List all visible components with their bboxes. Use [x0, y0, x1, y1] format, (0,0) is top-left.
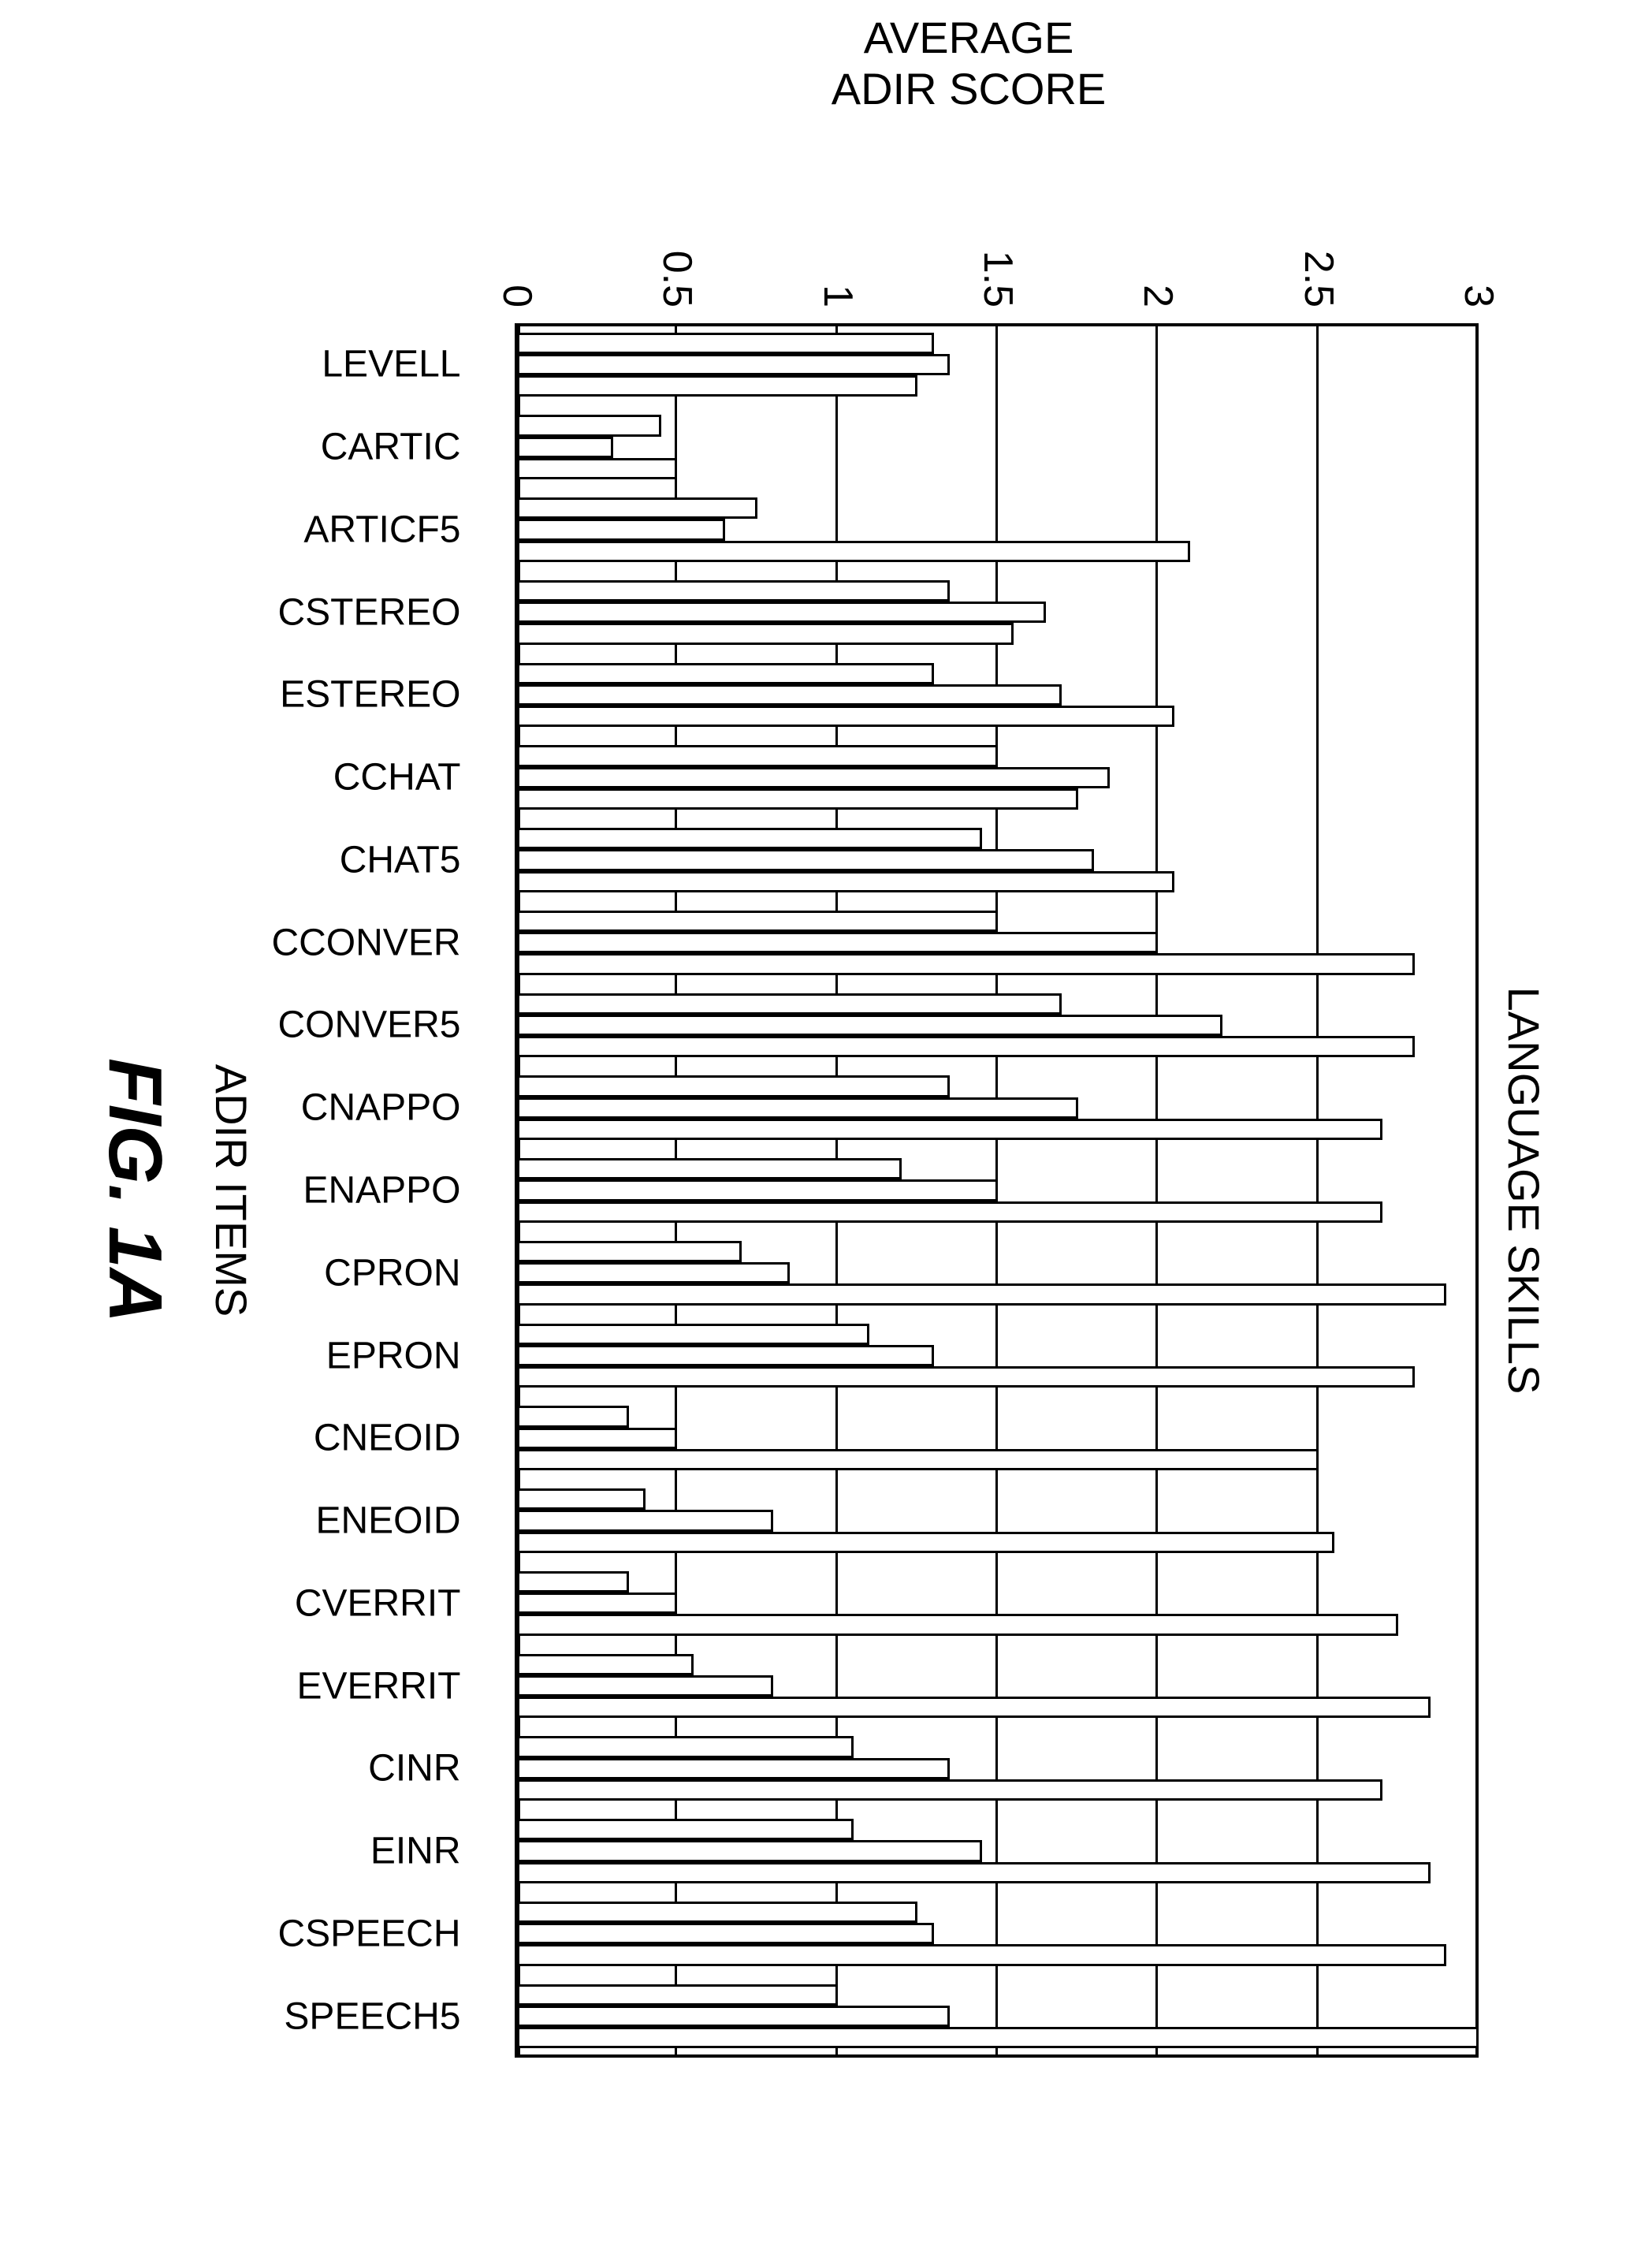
bar — [517, 1075, 950, 1097]
bar — [517, 354, 950, 375]
bar — [517, 1614, 1398, 1635]
bar — [517, 1923, 934, 1944]
bar — [517, 415, 661, 436]
bar — [517, 1366, 1415, 1388]
bar — [517, 2006, 950, 2027]
y-tick-label: 2.5 — [1295, 205, 1342, 307]
bar — [517, 911, 998, 932]
bar — [517, 684, 1062, 706]
category-label: EPRON — [225, 1334, 461, 1377]
category-label: CCHAT — [225, 756, 461, 799]
bar — [517, 580, 950, 602]
bar — [517, 497, 757, 519]
category-label: ENAPPO — [225, 1169, 461, 1213]
figure-label: FIG. 1A — [91, 323, 178, 2058]
y-tick-label: 1 — [814, 205, 861, 307]
y-tick-label: 1.5 — [974, 205, 1021, 307]
bar — [517, 1179, 998, 1201]
bar — [517, 1819, 854, 1840]
bar — [517, 1097, 1078, 1119]
bar — [517, 1944, 1446, 1965]
category-label: CPRON — [225, 1251, 461, 1294]
bar — [517, 333, 934, 354]
bar — [517, 1283, 1446, 1305]
bar — [517, 1158, 902, 1179]
bar — [517, 953, 1415, 974]
bar — [517, 849, 1094, 870]
bar — [517, 437, 613, 458]
bar — [517, 1779, 1382, 1801]
category-label: LEVELL — [225, 343, 461, 386]
category-label: ARTICF5 — [225, 508, 461, 551]
bar — [517, 1201, 1382, 1223]
y-tick-label: 2 — [1134, 205, 1181, 307]
bar — [517, 767, 1110, 788]
bar — [517, 1593, 677, 1614]
bar — [517, 706, 1174, 727]
bar — [517, 623, 1014, 644]
y-tick-label: 0.5 — [653, 205, 701, 307]
bar — [517, 1119, 1382, 1140]
plot-area — [517, 323, 1479, 2058]
category-label: CNEOID — [225, 1417, 461, 1460]
y-tick-label: 3 — [1455, 205, 1502, 307]
bar — [517, 1675, 773, 1697]
bar — [517, 745, 998, 766]
bar — [517, 519, 725, 540]
bar — [517, 1345, 934, 1366]
bar — [517, 375, 917, 397]
rotated-canvas: LANGUAGE SKILLS AVERAGE ADIR SCORE ADIR … — [0, 0, 1652, 2250]
bar — [517, 663, 934, 684]
category-label: CVERRIT — [225, 1581, 461, 1625]
bar — [517, 1449, 1319, 1470]
page: LANGUAGE SKILLS AVERAGE ADIR SCORE ADIR … — [0, 0, 1652, 2250]
category-label: CHAT5 — [225, 838, 461, 881]
category-label: CONVER5 — [225, 1004, 461, 1047]
bar — [517, 1902, 917, 1923]
bar — [517, 1654, 694, 1675]
bar — [517, 1697, 1431, 1718]
category-label: ESTEREO — [225, 673, 461, 717]
bar — [517, 1840, 982, 1861]
bar — [517, 1532, 1334, 1553]
bar — [517, 458, 677, 479]
bar — [517, 1428, 677, 1449]
bars-container — [517, 323, 1479, 2058]
bar — [517, 1036, 1415, 1057]
bar — [517, 1758, 950, 1779]
category-label: ENEOID — [225, 1499, 461, 1543]
category-label: CSTEREO — [225, 590, 461, 634]
category-label: CINR — [225, 1747, 461, 1790]
bar — [517, 1984, 838, 2006]
bar — [517, 1571, 629, 1593]
bar — [517, 1510, 773, 1531]
bar — [517, 1262, 790, 1283]
category-label: EVERRIT — [225, 1664, 461, 1708]
category-label: SPEECH5 — [225, 1995, 461, 2038]
chart-title: LANGUAGE SKILLS — [1498, 323, 1550, 2058]
bar — [517, 828, 982, 849]
bar — [517, 1736, 854, 1757]
bar — [517, 1324, 869, 1345]
bar — [517, 871, 1174, 892]
bar — [517, 1488, 646, 1510]
bar — [517, 2027, 1479, 2048]
category-label: CSPEECH — [225, 1912, 461, 1955]
category-label: EINR — [225, 1830, 461, 1873]
bar — [517, 1015, 1222, 1036]
category-label: CNAPPO — [225, 1086, 461, 1130]
bar — [517, 993, 1062, 1015]
y-tick-label: 0 — [493, 205, 541, 307]
bar — [517, 1406, 629, 1427]
bar — [517, 602, 1046, 623]
y-axis-title: AVERAGE ADIR SCORE — [811, 12, 1126, 114]
bar — [517, 541, 1190, 562]
bar — [517, 932, 1158, 953]
bar — [517, 1862, 1431, 1883]
bar — [517, 788, 1078, 810]
category-label: CCONVER — [225, 921, 461, 964]
category-label: CARTIC — [225, 426, 461, 469]
bar — [517, 1241, 742, 1262]
